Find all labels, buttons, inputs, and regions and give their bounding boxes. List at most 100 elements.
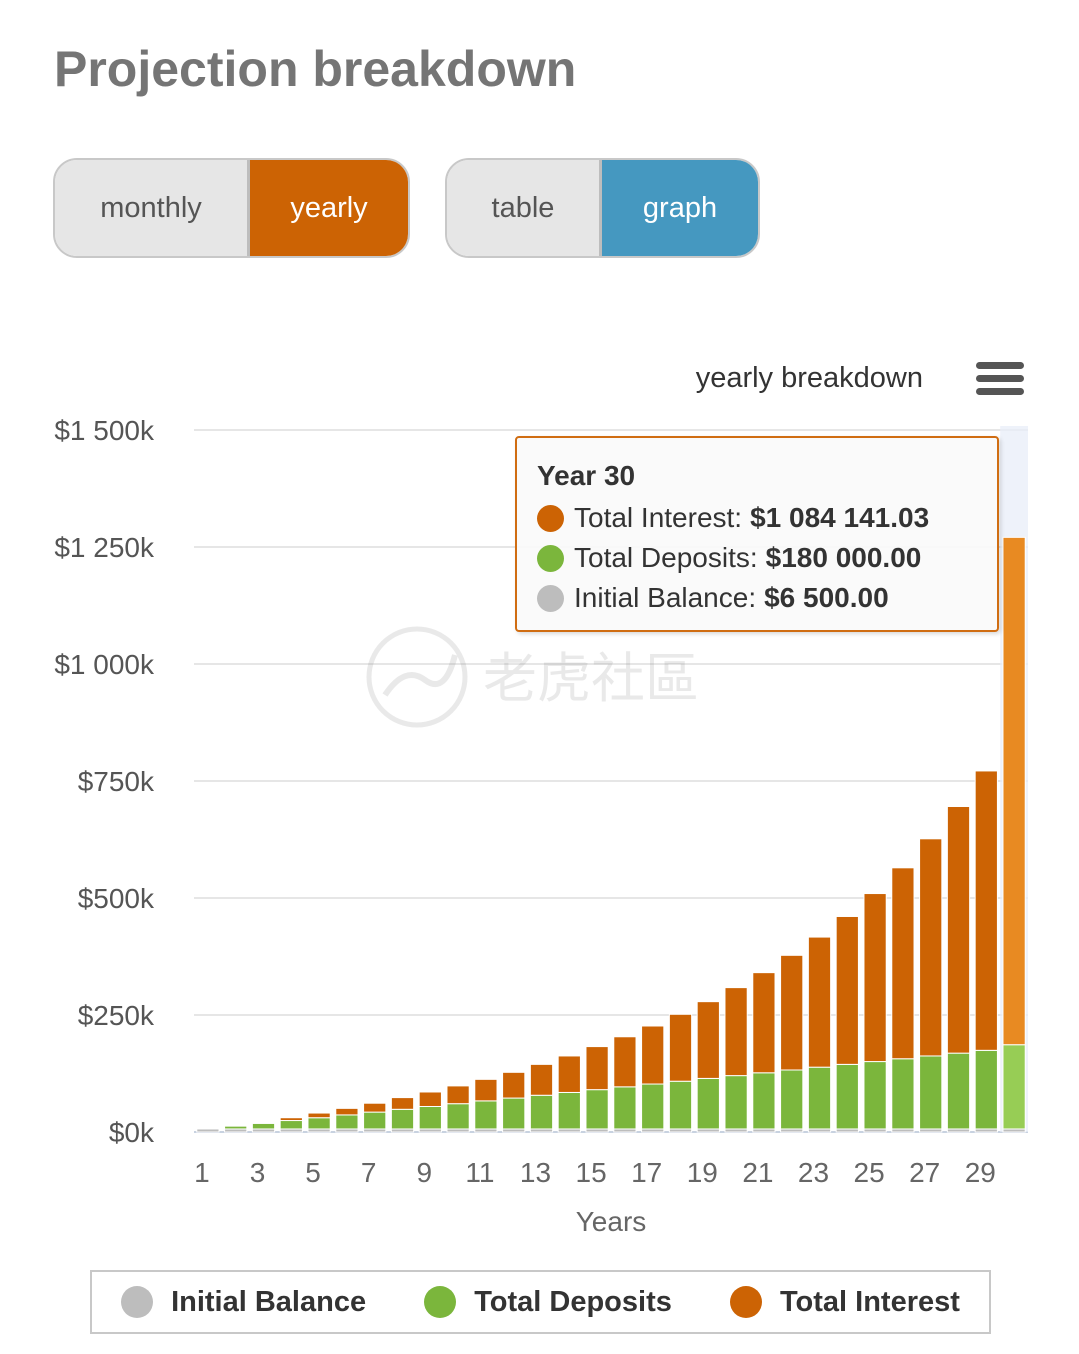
- total-deposits-bar[interactable]: [780, 1069, 804, 1130]
- total-deposits-bar[interactable]: [724, 1075, 748, 1130]
- total-deposits-bar[interactable]: [446, 1103, 470, 1130]
- x-tick-label: 5: [305, 1157, 321, 1188]
- total-deposits-bar[interactable]: [641, 1083, 665, 1130]
- bar-group-year-10[interactable]: [446, 1085, 470, 1133]
- total-deposits-bar[interactable]: [863, 1061, 887, 1130]
- total-deposits-bar[interactable]: [696, 1077, 720, 1130]
- bar-group-year-14[interactable]: [557, 1055, 581, 1133]
- bar-group-year-19[interactable]: [696, 1001, 720, 1133]
- total-deposits-bar[interactable]: [613, 1086, 637, 1130]
- bar-group-year-11[interactable]: [474, 1078, 498, 1133]
- total-deposits-bar[interactable]: [502, 1097, 526, 1130]
- total-interest-bar[interactable]: [780, 954, 804, 1071]
- total-interest-bar[interactable]: [807, 936, 832, 1068]
- bar-group-year-4[interactable]: [279, 1117, 303, 1133]
- monthly-option[interactable]: monthly: [55, 160, 250, 256]
- total-deposits-bar[interactable]: [919, 1055, 943, 1130]
- total-interest-bar[interactable]: [641, 1025, 665, 1085]
- bar-group-year-21[interactable]: [752, 972, 776, 1133]
- total-deposits-bar[interactable]: [835, 1063, 859, 1130]
- total-deposits-bar[interactable]: [335, 1114, 359, 1130]
- total-interest-bar[interactable]: [891, 867, 915, 1060]
- bar-group-year-20[interactable]: [724, 987, 748, 1133]
- total-interest-bar[interactable]: [390, 1097, 415, 1110]
- y-tick-label: $750k: [78, 766, 155, 797]
- total-deposits-bar[interactable]: [807, 1066, 832, 1130]
- total-deposits-bar[interactable]: [974, 1049, 998, 1130]
- yearly-option[interactable]: yearly: [250, 160, 408, 256]
- total-deposits-bar[interactable]: [390, 1108, 415, 1130]
- total-interest-bar[interactable]: [529, 1063, 554, 1096]
- total-deposits-bar[interactable]: [1002, 1044, 1026, 1130]
- bar-group-year-16[interactable]: [613, 1036, 637, 1133]
- total-deposits-bar[interactable]: [946, 1052, 971, 1130]
- total-deposits-bar[interactable]: [585, 1089, 609, 1130]
- bar-group-year-23[interactable]: [807, 936, 832, 1133]
- bar-group-year-27[interactable]: [919, 838, 943, 1133]
- graph-option[interactable]: graph: [602, 160, 758, 256]
- total-interest-bar[interactable]: [279, 1117, 303, 1122]
- bar-group-year-6[interactable]: [335, 1107, 359, 1133]
- total-deposits-bar[interactable]: [418, 1105, 442, 1130]
- total-interest-bar[interactable]: [1002, 536, 1026, 1046]
- bar-group-year-1[interactable]: [196, 1128, 220, 1133]
- chart-menu-icon[interactable]: [976, 362, 1024, 400]
- total-interest-bar[interactable]: [335, 1107, 359, 1116]
- total-deposits-bar[interactable]: [752, 1072, 776, 1130]
- bar-group-year-13[interactable]: [529, 1063, 554, 1133]
- total-deposits-bar[interactable]: [529, 1094, 554, 1130]
- total-interest-bar[interactable]: [946, 806, 971, 1054]
- total-interest-bar[interactable]: [557, 1055, 581, 1093]
- total-deposits-bar[interactable]: [891, 1058, 915, 1130]
- bar-group-year-7[interactable]: [363, 1102, 387, 1133]
- total-interest-bar[interactable]: [251, 1121, 276, 1124]
- total-interest-bar[interactable]: [474, 1078, 498, 1102]
- total-interest-bar[interactable]: [363, 1102, 387, 1113]
- total-deposits-bar[interactable]: [307, 1117, 331, 1130]
- bar-group-year-17[interactable]: [641, 1025, 665, 1133]
- interest-dot-icon: [537, 504, 564, 532]
- x-tick-label: 27: [909, 1157, 940, 1188]
- total-deposits-bar[interactable]: [224, 1125, 248, 1130]
- total-deposits-bar[interactable]: [279, 1120, 303, 1130]
- legend-item-total-interest[interactable]: Total Interest: [729, 1286, 960, 1319]
- table-option[interactable]: table: [447, 160, 602, 256]
- legend-item-initial-balance[interactable]: Initial Balance: [121, 1286, 366, 1319]
- initial-balance-bar[interactable]: [196, 1128, 220, 1133]
- bar-group-year-3[interactable]: [251, 1121, 276, 1133]
- total-interest-bar[interactable]: [502, 1071, 526, 1099]
- legend-item-total-deposits[interactable]: Total Deposits: [424, 1286, 672, 1319]
- bar-group-year-22[interactable]: [780, 954, 804, 1133]
- total-interest-bar[interactable]: [696, 1001, 720, 1079]
- bar-group-year-25[interactable]: [863, 893, 887, 1133]
- total-interest-bar[interactable]: [752, 972, 776, 1074]
- total-deposits-bar[interactable]: [251, 1122, 276, 1130]
- bar-group-year-2[interactable]: [224, 1125, 248, 1133]
- total-interest-bar[interactable]: [835, 915, 859, 1065]
- total-interest-bar[interactable]: [974, 770, 998, 1051]
- bar-group-year-9[interactable]: [418, 1091, 442, 1133]
- total-deposits-bar[interactable]: [668, 1080, 693, 1130]
- total-interest-bar[interactable]: [919, 838, 943, 1057]
- bar-group-year-28[interactable]: [946, 806, 971, 1133]
- total-deposits-bar[interactable]: [474, 1100, 498, 1130]
- total-interest-bar[interactable]: [613, 1036, 637, 1088]
- bar-group-year-24[interactable]: [835, 915, 859, 1133]
- bar-group-year-8[interactable]: [390, 1097, 415, 1133]
- bar-group-year-15[interactable]: [585, 1046, 609, 1133]
- bar-group-year-5[interactable]: [307, 1112, 331, 1133]
- total-interest-bar[interactable]: [446, 1085, 470, 1105]
- total-deposits-bar[interactable]: [363, 1111, 387, 1130]
- total-deposits-bar[interactable]: [557, 1091, 581, 1130]
- bar-group-year-29[interactable]: [974, 770, 998, 1133]
- total-interest-bar[interactable]: [724, 987, 748, 1077]
- bar-group-year-26[interactable]: [891, 867, 915, 1133]
- bar-group-year-30[interactable]: [1002, 536, 1026, 1133]
- total-interest-bar[interactable]: [668, 1013, 693, 1082]
- bar-group-year-12[interactable]: [502, 1071, 526, 1133]
- total-interest-bar[interactable]: [863, 893, 887, 1063]
- total-interest-bar[interactable]: [307, 1112, 331, 1119]
- bar-group-year-18[interactable]: [668, 1013, 693, 1133]
- total-interest-bar[interactable]: [585, 1046, 609, 1091]
- total-interest-bar[interactable]: [418, 1091, 442, 1107]
